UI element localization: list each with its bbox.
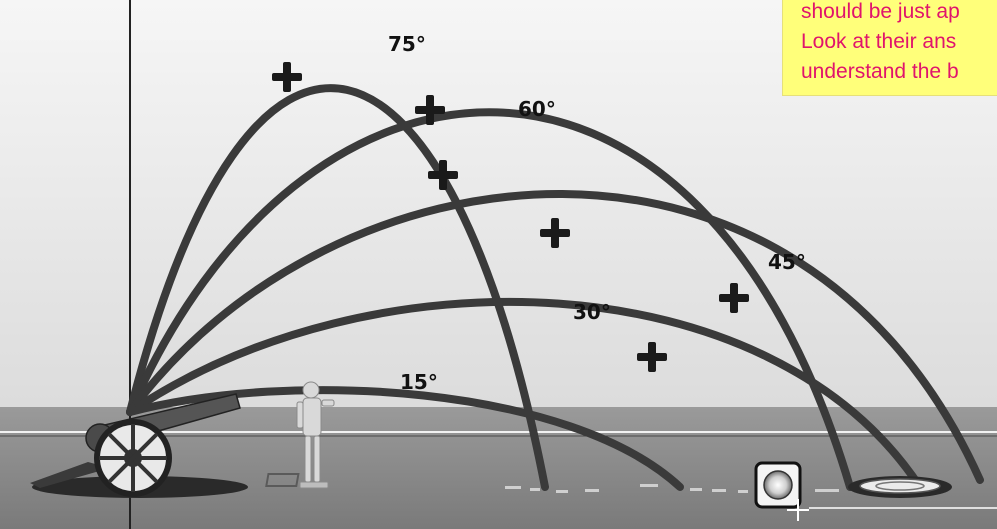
trajectory-15 [126,386,684,491]
angle-label-15: 15° [400,370,438,394]
note-line-1: should be just ap [801,0,960,23]
marker [540,218,570,248]
marker [719,283,749,313]
trajectory-curves [126,84,984,491]
ground-plate [265,473,300,487]
trajectory-45 [126,190,984,484]
crosshair-icon[interactable] [787,499,997,521]
landing-target [848,476,952,498]
trajectory-markers [272,62,749,372]
note-line-3: understand the b [801,60,959,83]
marker [272,62,302,92]
statue-icon [296,381,335,489]
trajectory-30 [126,297,924,491]
cannon-icon[interactable] [30,393,241,497]
ground-markings [505,484,839,493]
angle-label-30: 30° [573,300,611,324]
angle-label-60: 60° [518,97,556,121]
marker [415,95,445,125]
angle-label-75: 75° [388,32,426,56]
instruction-note: should be just ap Look at their ans unde… [782,0,997,96]
target-icon[interactable] [754,461,802,509]
trajectory-60 [126,108,854,491]
angle-label-45: 45° [768,250,806,274]
marker [637,342,667,372]
note-line-2: Look at their ans [801,30,957,53]
marker [428,160,458,190]
